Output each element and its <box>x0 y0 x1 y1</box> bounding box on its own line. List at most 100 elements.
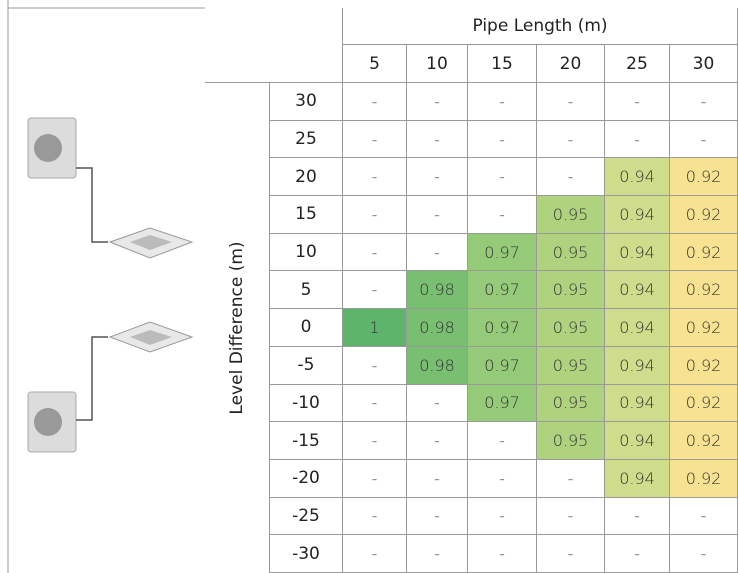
cell: 0.94 <box>605 233 670 272</box>
cell: 0.94 <box>605 422 670 460</box>
row-header: -15 <box>270 422 343 460</box>
row-header: 20 <box>270 158 343 197</box>
header-blank <box>205 8 343 83</box>
cell: - <box>670 83 738 121</box>
cell: - <box>343 535 407 573</box>
cell: 0.94 <box>605 384 670 423</box>
cell: - <box>537 120 605 159</box>
cell: - <box>468 158 537 197</box>
cell: 0.92 <box>670 196 738 234</box>
row-header: -30 <box>270 535 343 573</box>
cell: - <box>407 497 468 536</box>
cell: 0.95 <box>537 346 605 385</box>
cell: - <box>407 384 468 423</box>
column-header: 15 <box>468 45 537 83</box>
column-header: 5 <box>343 45 407 83</box>
cell: - <box>605 120 670 159</box>
cell: 0.92 <box>670 158 738 197</box>
cell: 0.92 <box>670 459 738 498</box>
cell: - <box>468 120 537 159</box>
column-header: 25 <box>605 45 670 83</box>
column-header: 10 <box>407 45 468 83</box>
cell: 0.92 <box>670 422 738 460</box>
cell: - <box>407 459 468 498</box>
cell: 0.95 <box>537 384 605 423</box>
cell: - <box>343 271 407 310</box>
cell: 0.94 <box>605 271 670 310</box>
cell: - <box>468 459 537 498</box>
cell: - <box>407 535 468 573</box>
row-header: -25 <box>270 497 343 536</box>
cell: - <box>343 497 407 536</box>
cell: 0.95 <box>537 233 605 272</box>
cell: - <box>343 459 407 498</box>
cell: - <box>468 497 537 536</box>
cell: - <box>407 233 468 272</box>
cell: 0.95 <box>537 309 605 347</box>
cell: 0.98 <box>407 309 468 347</box>
cell: 0.97 <box>468 271 537 310</box>
cell: - <box>468 196 537 234</box>
row-header: -10 <box>270 384 343 423</box>
cell: - <box>468 83 537 121</box>
cell: 0.98 <box>407 346 468 385</box>
cell: 0.95 <box>537 422 605 460</box>
row-header: 5 <box>270 271 343 310</box>
cell: 0.92 <box>670 271 738 310</box>
column-header: 30 <box>670 45 738 83</box>
cell: - <box>343 346 407 385</box>
row-title: Level Difference (m) <box>227 241 247 415</box>
cell: - <box>537 83 605 121</box>
row-header: -5 <box>270 346 343 385</box>
cell: - <box>670 535 738 573</box>
cell: - <box>407 120 468 159</box>
row-header: -20 <box>270 459 343 498</box>
cell: - <box>407 422 468 460</box>
cell: 0.94 <box>605 196 670 234</box>
cell: 0.97 <box>468 384 537 423</box>
cell: - <box>407 196 468 234</box>
cell: 0.97 <box>468 233 537 272</box>
row-header: 15 <box>270 196 343 234</box>
cell: 0.92 <box>670 233 738 272</box>
cell: - <box>343 196 407 234</box>
cell: - <box>605 535 670 573</box>
row-header: 25 <box>270 120 343 159</box>
cell: 0.94 <box>605 346 670 385</box>
cell: - <box>537 497 605 536</box>
cell: - <box>343 384 407 423</box>
cell: - <box>343 158 407 197</box>
cell: - <box>343 83 407 121</box>
row-header: 0 <box>270 309 343 347</box>
cell: 0.92 <box>670 346 738 385</box>
cell: 0.98 <box>407 271 468 310</box>
cell: - <box>605 497 670 536</box>
cell: - <box>468 535 537 573</box>
cell: - <box>670 120 738 159</box>
cell: - <box>605 83 670 121</box>
row-header: 30 <box>270 83 343 121</box>
cell: 0.94 <box>605 158 670 197</box>
row-title-cell: Level Difference (m) <box>205 83 270 573</box>
cell: 0.94 <box>605 459 670 498</box>
cell: - <box>343 120 407 159</box>
cell: 1 <box>343 309 407 347</box>
cell: - <box>670 497 738 536</box>
column-header: 20 <box>537 45 605 83</box>
cell: - <box>407 83 468 121</box>
cell: - <box>537 535 605 573</box>
cell: 0.95 <box>537 196 605 234</box>
cell: - <box>537 459 605 498</box>
cell: 0.92 <box>670 384 738 423</box>
table-title: Pipe Length (m) <box>343 8 738 45</box>
cell: 0.97 <box>468 309 537 347</box>
illustration <box>7 0 205 573</box>
row-header: 10 <box>270 233 343 272</box>
cell: - <box>343 233 407 272</box>
cell: - <box>537 158 605 197</box>
cell: 0.95 <box>537 271 605 310</box>
cell: 0.92 <box>670 309 738 347</box>
cell: - <box>407 158 468 197</box>
cell: 0.94 <box>605 309 670 347</box>
